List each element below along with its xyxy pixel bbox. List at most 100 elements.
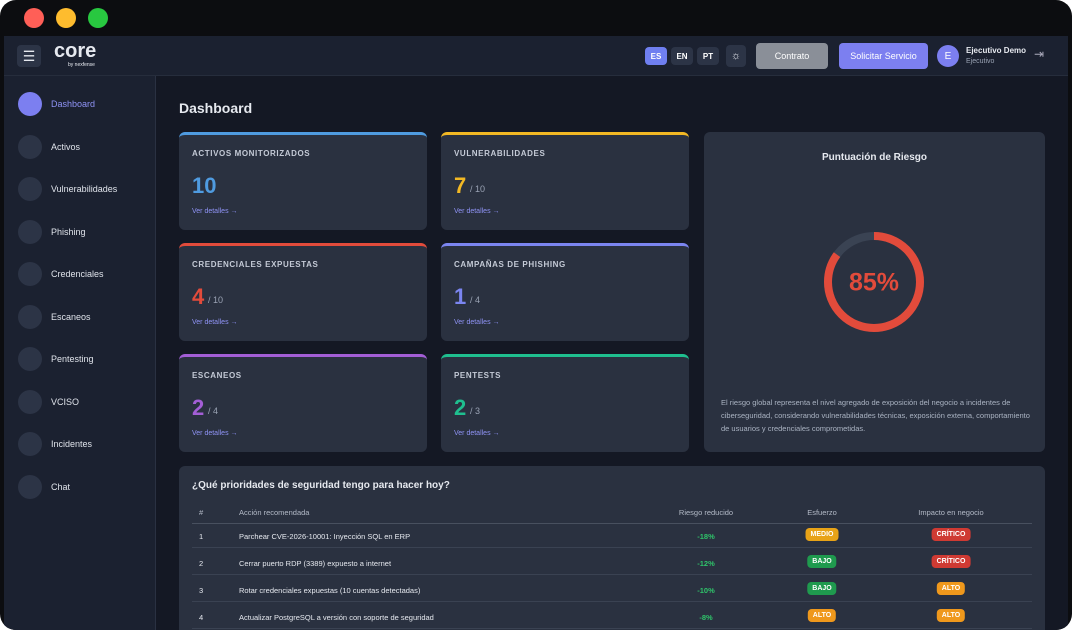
card-suffix: / 10 xyxy=(470,184,486,194)
table-header: Acción recomendada xyxy=(239,508,310,517)
effort-badge: MEDIO xyxy=(805,528,839,541)
row-risk: -8% xyxy=(699,613,713,622)
nav-item[interactable]: Dashboard xyxy=(51,99,96,109)
nav-item[interactable]: Pentesting xyxy=(51,354,94,364)
impact-badge: CRÍTICO xyxy=(931,528,971,541)
row-number: 4 xyxy=(199,613,204,622)
sidebar: Dashboard Activos Vulnerabilidades Phishing… xyxy=(4,76,156,630)
card-title: ACTIVOS MONITORIZADOS xyxy=(192,149,311,158)
card-title: VULNERABILIDADES xyxy=(454,149,546,158)
card-title: CREDENCIALES EXPUESTAS xyxy=(192,260,319,269)
gauge-arc xyxy=(824,232,924,332)
row-rule xyxy=(192,574,1032,575)
avatar[interactable]: E xyxy=(937,45,959,67)
header: ☰ core by nexfense ☼ Contrato Solicitar … xyxy=(4,36,1068,76)
lang-button[interactable]: ES xyxy=(645,47,667,65)
row-action: Rotar credenciales expuestas (10 cuentas… xyxy=(239,586,421,595)
card-value: 4 xyxy=(192,284,205,309)
nav-icon[interactable] xyxy=(18,347,42,371)
stat-card: PENTESTS 2/ 3 Ver detalles → xyxy=(441,354,689,452)
card-title: CAMPAÑAS DE PHISHING xyxy=(454,260,566,269)
card-suffix: / 4 xyxy=(208,406,219,416)
stat-card: ACTIVOS MONITORIZADOS 10 Ver detalles → xyxy=(179,132,427,230)
effort-badge: ALTO xyxy=(807,609,837,622)
card-suffix: / 4 xyxy=(470,295,481,305)
table-rule xyxy=(192,523,1032,524)
menu-button[interactable]: ☰ xyxy=(17,45,41,67)
card-link[interactable]: Ver detalles → xyxy=(454,319,500,326)
card-value: 2 xyxy=(454,395,467,420)
nav-icon[interactable] xyxy=(18,219,42,244)
logo-sub: by nexfense xyxy=(68,62,95,68)
minimize-dot[interactable] xyxy=(56,8,76,28)
row-risk: -18% xyxy=(697,532,715,541)
user-role: Ejecutivo xyxy=(966,58,995,65)
nav-item[interactable]: Credenciales xyxy=(51,269,104,279)
nav-item[interactable]: Chat xyxy=(51,481,71,492)
app: ☰ core by nexfense ☼ Contrato Solicitar … xyxy=(4,36,1068,630)
nav-icon[interactable] xyxy=(18,304,42,329)
row-number: 3 xyxy=(199,586,204,595)
table-header: # xyxy=(199,508,204,517)
card-link[interactable]: Ver detalles → xyxy=(454,430,500,437)
row-risk: -10% xyxy=(697,586,715,595)
effort-badge: BAJO xyxy=(807,555,837,568)
card-value: 2 xyxy=(192,395,205,420)
nav-item[interactable]: Phishing xyxy=(51,226,86,237)
table-header: Esfuerzo xyxy=(807,508,837,517)
impact-badge: CRÍTICO xyxy=(931,555,971,568)
logo: core xyxy=(54,40,97,62)
card-link[interactable]: Ver detalles → xyxy=(192,430,238,437)
service-button[interactable]: Solicitar Servicio xyxy=(839,43,928,69)
row-rule xyxy=(192,601,1032,602)
nav-item[interactable]: Incidentes xyxy=(51,439,93,449)
priorities-title: ¿Qué prioridades de seguridad tengo para… xyxy=(192,480,450,491)
nav-item[interactable]: Activos xyxy=(51,141,81,152)
page-title: Dashboard xyxy=(179,100,253,116)
stat-card: CAMPAÑAS DE PHISHING 1/ 4 Ver detalles → xyxy=(441,243,689,341)
theme-toggle[interactable]: ☼ xyxy=(726,45,746,67)
card-title: ESCANEOS xyxy=(192,371,242,380)
risk-panel: Puntuación de Riesgo 85% El riesgo globa… xyxy=(704,132,1045,452)
nav-icon[interactable] xyxy=(18,389,42,414)
logout[interactable]: ⇥ xyxy=(1034,47,1045,61)
card-title: PENTESTS xyxy=(454,371,502,380)
nav-icon[interactable] xyxy=(18,474,42,499)
stat-card: VULNERABILIDADES 7/ 10 Ver detalles → xyxy=(441,132,689,230)
stat-card: ESCANEOS 2/ 4 Ver detalles → xyxy=(179,354,427,452)
lang-button[interactable]: PT xyxy=(697,47,719,65)
lang-button[interactable]: EN xyxy=(671,47,693,65)
card-value: 10 xyxy=(192,173,217,198)
nav-icon[interactable] xyxy=(18,134,42,159)
risk-value: 85% xyxy=(849,269,899,297)
table-header: Impacto en negocio xyxy=(918,508,984,517)
nav-item[interactable]: Escaneos xyxy=(51,311,91,322)
row-number: 2 xyxy=(199,559,204,568)
nav-icon[interactable] xyxy=(18,177,42,201)
risk-gauge: 85% xyxy=(824,232,924,332)
card-link[interactable]: Ver detalles → xyxy=(192,208,238,215)
risk-title: Puntuación de Riesgo xyxy=(821,152,927,163)
card-suffix: / 3 xyxy=(470,406,481,416)
row-action: Cerrar puerto RDP (3389) expuesto a inte… xyxy=(239,559,392,568)
contract-button[interactable]: Contrato xyxy=(756,43,828,69)
nav-icon[interactable] xyxy=(18,262,42,286)
close-dot[interactable] xyxy=(24,8,44,28)
impact-badge: ALTO xyxy=(936,609,966,622)
card-value: 1 xyxy=(454,284,467,309)
row-rule xyxy=(192,547,1032,548)
row-action: Actualizar PostgreSQL a versión con sopo… xyxy=(239,613,434,622)
stat-card: CREDENCIALES EXPUESTAS 4/ 10 Ver detalles … xyxy=(179,243,427,341)
card-link[interactable]: Ver detalles → xyxy=(192,319,238,326)
nav-item[interactable]: VCISO xyxy=(51,396,80,407)
table-header: Riesgo reducido xyxy=(678,508,734,517)
row-risk: -12% xyxy=(697,559,715,568)
nav-icon[interactable] xyxy=(18,432,42,456)
effort-badge: BAJO xyxy=(807,582,837,595)
user-name: Ejecutivo Demo xyxy=(966,46,1027,55)
card-link[interactable]: Ver detalles → xyxy=(454,208,500,215)
nav-item[interactable]: Vulnerabilidades xyxy=(51,184,118,194)
nav-icon[interactable] xyxy=(18,92,42,116)
maximize-dot[interactable] xyxy=(88,8,108,28)
impact-badge: ALTO xyxy=(936,582,966,595)
